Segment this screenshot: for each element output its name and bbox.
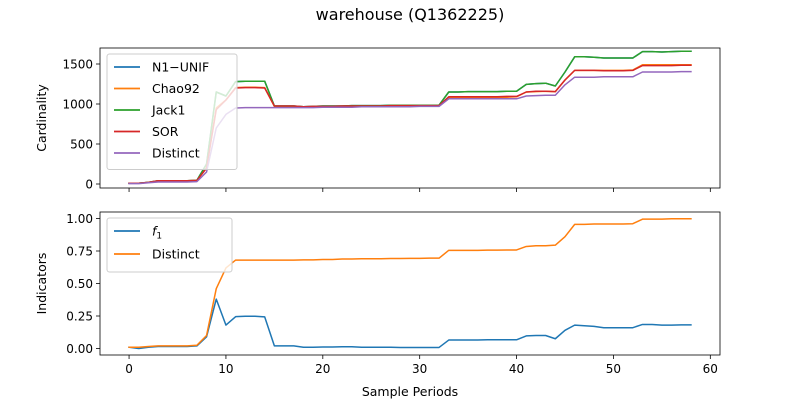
legend-label: SOR [152,124,179,139]
x-axis-label: Sample Periods [362,384,458,399]
x-tick-label: 20 [315,362,330,376]
x-tick-label: 60 [703,362,718,376]
figure-title: warehouse (Q1362225) [316,5,505,24]
y-tick-label: 1.00 [66,212,93,226]
legend-label: Distinct [152,247,200,262]
legend-label: Chao92 [152,81,200,96]
legend-label: Distinct [152,146,200,161]
y-tick-label: 0.25 [66,310,93,324]
y-tick-label: 1000 [62,98,93,112]
plot-frame [99,47,721,189]
axes-cardinality: 0 500 1000 1500 Cardinality N1−UNIF Chao92 Jack… [34,47,721,192]
legend-box [106,217,233,273]
series-line-1 [128,218,692,348]
legend-label: f1 [152,224,162,242]
x-tick-label: 10 [218,362,233,376]
axes-indicators: 0 10 20 30 40 50 60 0.00 0.25 0.50 0.75 1.00 Indicat… [34,211,721,399]
y-tick-label: 0.75 [66,245,93,259]
y-axis-label: Cardinality [34,84,49,152]
legend-label: N1−UNIF [152,60,209,75]
legend-label-main: f [152,224,158,239]
y-axis-label: Indicators [34,253,49,315]
legend-label: Jack1 [151,103,185,118]
y-tick-label: 1500 [62,58,93,72]
x-tick-label: 40 [509,362,524,376]
series-line-0 [128,298,692,350]
y-tick-label: 0 [85,178,93,192]
y-tick-label: 0.50 [66,277,93,291]
y-tick-label: 500 [70,138,93,152]
y-tick-label: 0.00 [66,342,93,356]
legend-box [106,53,238,170]
x-tick-label: 50 [606,362,621,376]
legend-label-sub: 1 [156,232,162,242]
x-tick-label: 30 [412,362,427,376]
x-tick-label: 0 [125,362,133,376]
